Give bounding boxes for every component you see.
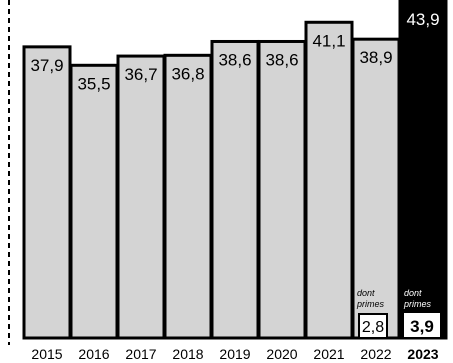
bar-2019 <box>210 39 260 340</box>
value-label-2018: 36,8 <box>171 64 204 83</box>
inset-label-line1-2022: dont <box>357 288 375 298</box>
inset-value-label-2023: 3,9 <box>410 317 434 336</box>
bar-2016 <box>69 63 119 340</box>
category-label-2019: 2019 <box>219 346 250 362</box>
inset-label-line2-2022: primes <box>356 299 385 309</box>
category-label-2022: 2022 <box>360 346 391 362</box>
bar-2017 <box>116 54 166 340</box>
inset-bar-2022 <box>358 313 388 339</box>
bar-2021 <box>304 20 354 340</box>
bar-2020 <box>257 39 307 340</box>
category-label-2016: 2016 <box>78 346 109 362</box>
category-label-2018: 2018 <box>172 346 203 362</box>
bars-layer <box>22 0 448 340</box>
value-label-2022: 38,9 <box>359 48 392 67</box>
value-label-2016: 35,5 <box>77 74 110 93</box>
bar-2015 <box>22 45 72 340</box>
value-label-2015: 37,9 <box>30 56 63 75</box>
category-label-2015: 2015 <box>31 346 62 362</box>
category-label-2020: 2020 <box>266 346 297 362</box>
inset-label-line2-2023: primes <box>403 299 432 309</box>
value-label-2019: 38,6 <box>218 50 251 69</box>
category-label-2017: 2017 <box>125 346 156 362</box>
bar-2023 <box>398 0 448 340</box>
bar-2022 <box>351 37 401 340</box>
bar-2018 <box>163 53 213 340</box>
category-label-2023: 2023 <box>407 346 438 362</box>
labels-layer: 37,9 2015 35,5 2016 36,7 2017 36,8 2018 38,6 2019… <box>30 10 442 362</box>
category-label-2021: 2021 <box>313 346 344 362</box>
inset-value-label-2022: 2,8 <box>362 319 384 336</box>
inset-label-line1-2023: dont <box>404 288 422 298</box>
inset-bar-2023 <box>402 311 442 339</box>
value-label-2020: 38,6 <box>265 50 298 69</box>
value-label-2021: 41,1 <box>312 31 345 50</box>
value-label-2023: 43,9 <box>406 10 439 29</box>
value-label-2017: 36,7 <box>124 65 157 84</box>
